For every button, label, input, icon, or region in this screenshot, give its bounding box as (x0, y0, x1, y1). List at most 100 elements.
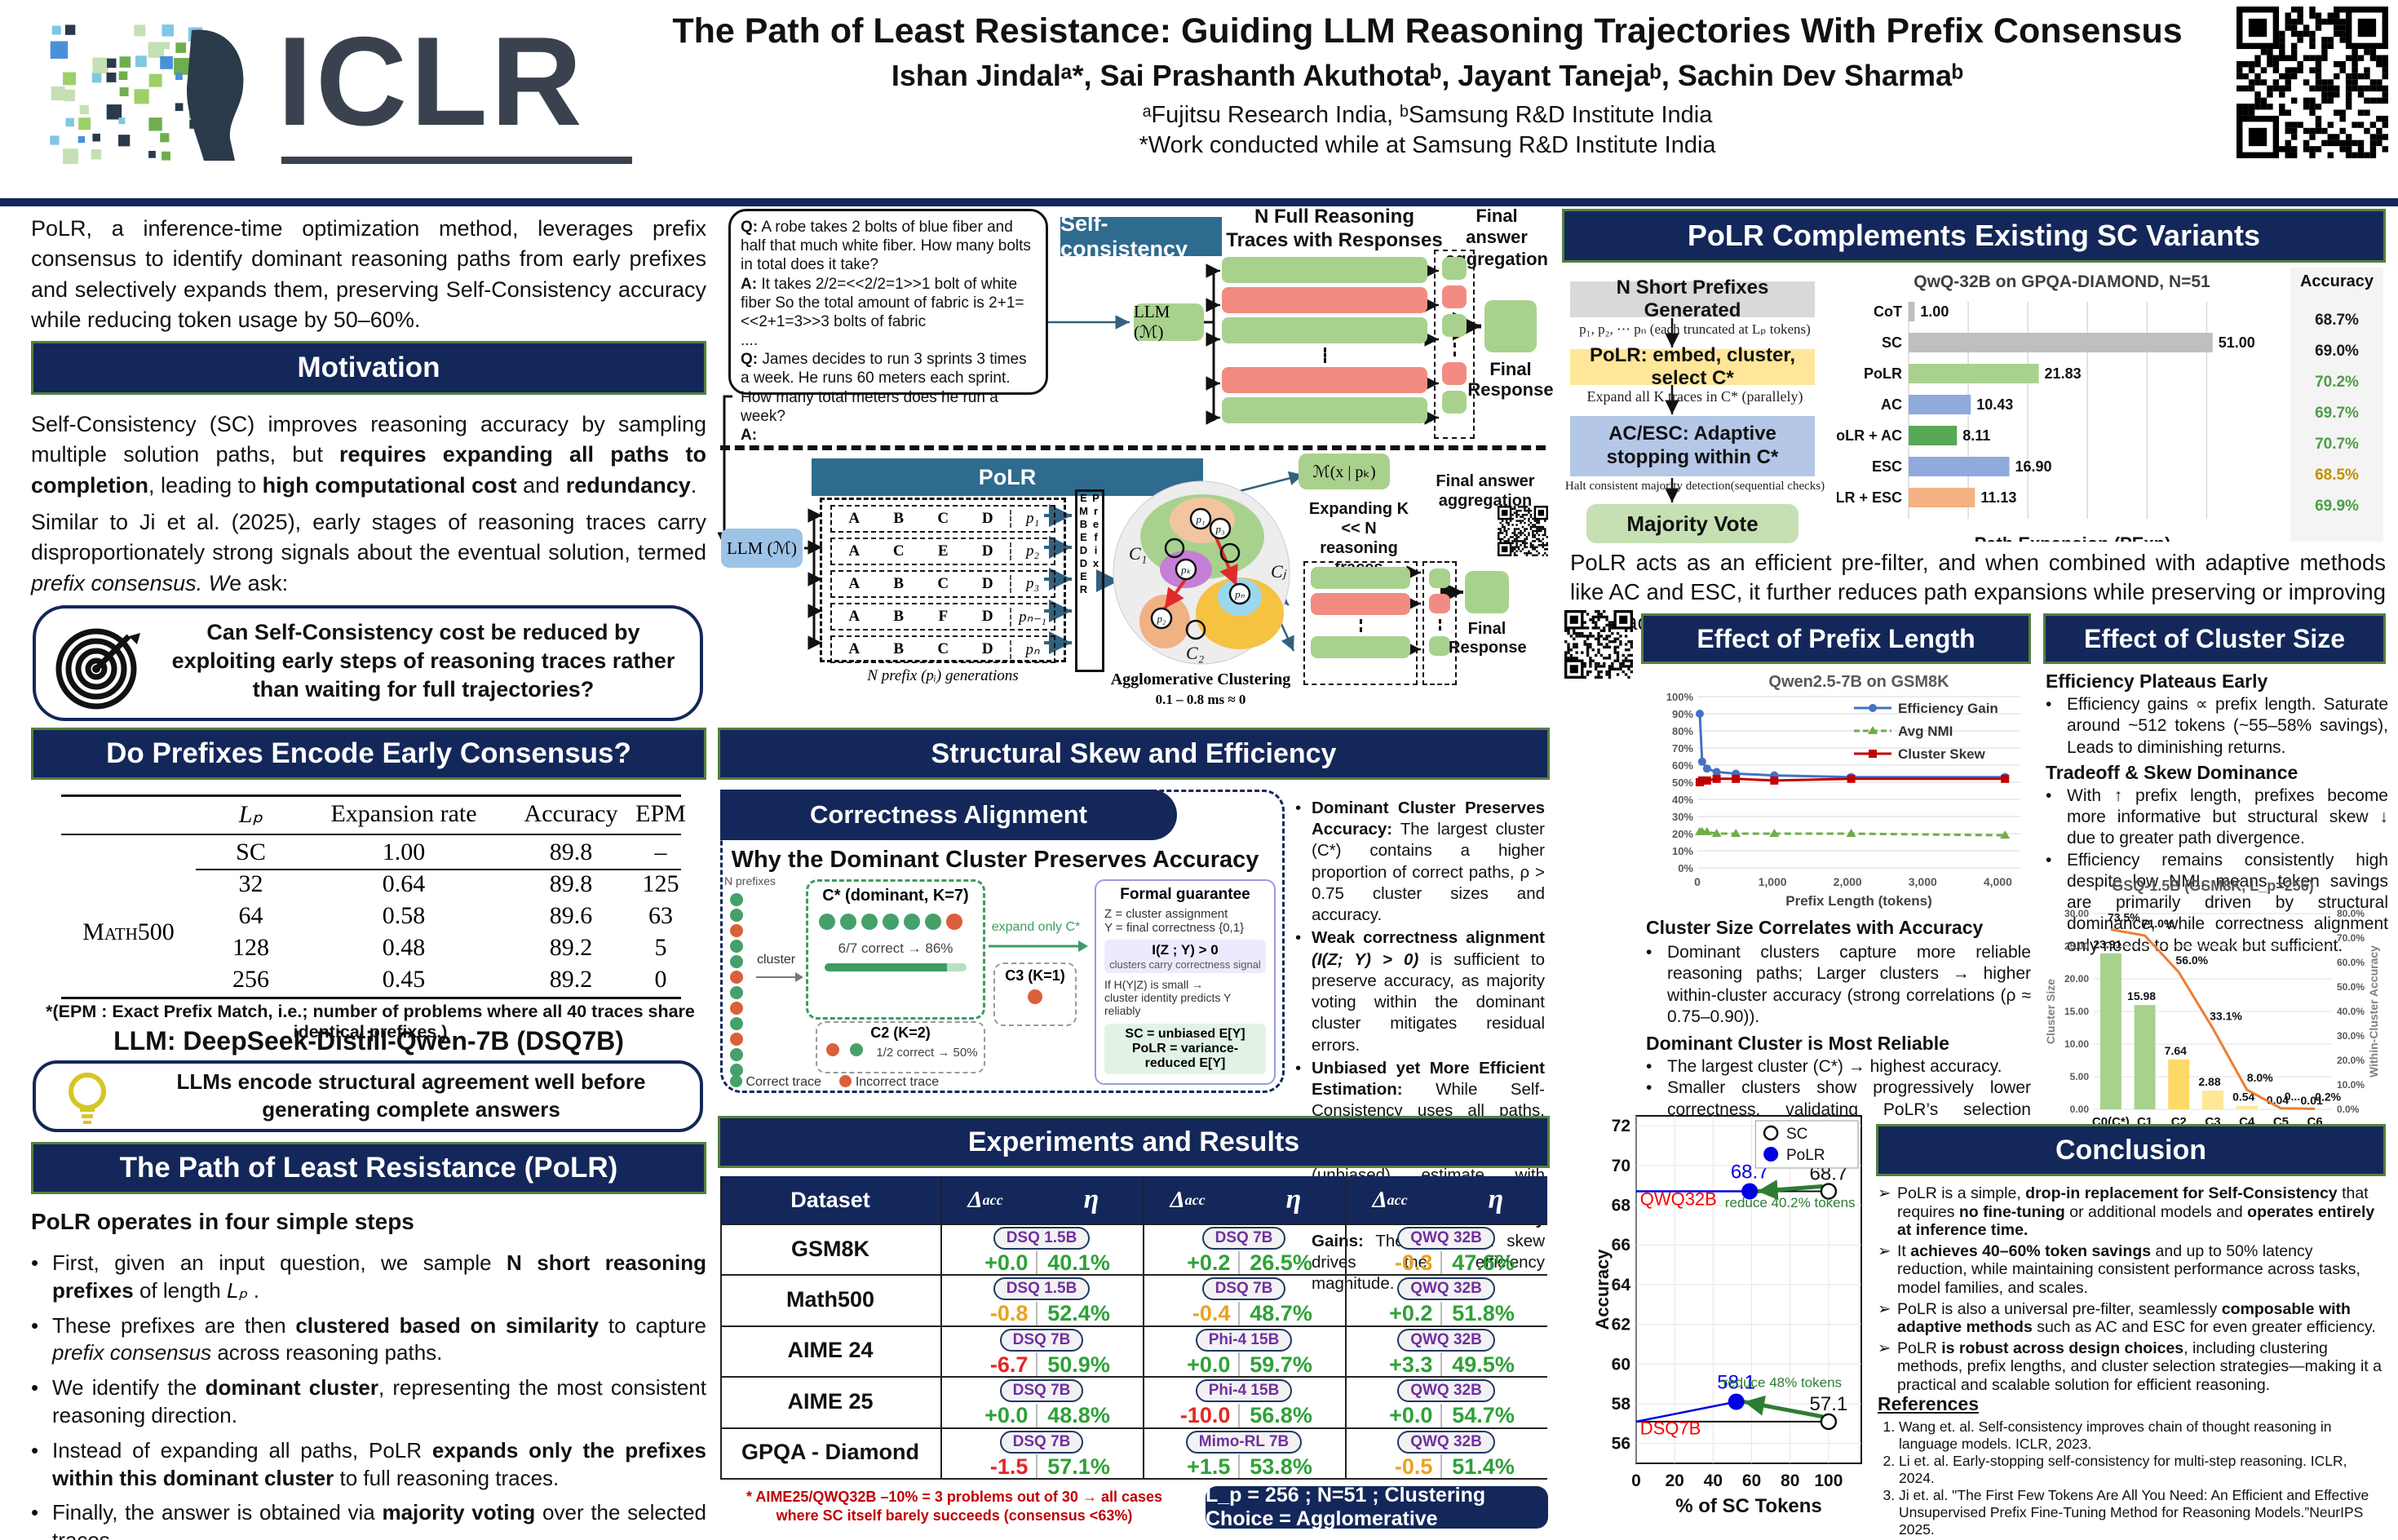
logo-pixel (63, 72, 76, 86)
target-dart (94, 634, 131, 671)
qr-cell (2357, 55, 2365, 61)
trace-gap (1453, 343, 1456, 356)
prefix-token: A (848, 608, 861, 625)
qr-cell (1515, 538, 1518, 541)
marker (1732, 774, 1741, 783)
qr-cell (2364, 152, 2370, 158)
qr-cell (1505, 532, 1508, 534)
qr-cell (1594, 662, 1598, 666)
qr-cell (1611, 631, 1614, 635)
logo-pixel (161, 42, 170, 50)
exp-cell: DSQ 1.5B -0.8 52.4% (940, 1274, 1143, 1326)
qr-cell (2260, 67, 2267, 73)
trace-gap (1438, 619, 1441, 631)
qr-cell (1597, 651, 1600, 654)
qr-cell (1575, 657, 1578, 660)
qr-cell (1521, 525, 1524, 529)
llm2-label: LLM (ℳ) (726, 538, 798, 558)
qr-cell (1608, 665, 1612, 668)
cluster-point-empty (1185, 619, 1206, 640)
consensus-table: Lₚ Expansion rate Accuracy EPM SC 1.00 89.8 – 32… (61, 794, 686, 1000)
qr-cell (2345, 139, 2352, 147)
trace-bar (1442, 390, 1467, 414)
qr-cell (1524, 513, 1526, 516)
qr-cell (1515, 546, 1518, 549)
qr-cell (1532, 540, 1534, 542)
qr-cell (1532, 536, 1534, 538)
qr-cell (1591, 659, 1595, 662)
qr-cell (1533, 536, 1537, 538)
formal-box2-line1: SC = unbiased E[Y] (1125, 1027, 1245, 1041)
effect-prefix-header: Effect of Prefix Length (1641, 613, 2031, 664)
qr-cell (2315, 73, 2322, 80)
qr-cell (1586, 645, 1590, 649)
qr-cell (1515, 520, 1518, 522)
qr-cell (2285, 122, 2291, 128)
cluster-caption2: 0.1 – 0.8 ms ≈ 0 (1155, 692, 1246, 707)
qr-cell (1501, 524, 1504, 526)
qr-cell (1573, 643, 1576, 646)
qr-cell (2248, 60, 2255, 68)
logo-pixel (51, 86, 65, 100)
qr-cell (2315, 146, 2322, 153)
qr-cell (2339, 139, 2346, 147)
qr-cell (1540, 528, 1542, 530)
qr-cell (1525, 542, 1529, 545)
iclr-logo-underline (281, 157, 632, 164)
exp-cell: Phi-4 15B +0.0 59.7% (1143, 1325, 1345, 1378)
cluster-arrow (756, 972, 803, 982)
consensus-cell: 64 (238, 901, 263, 929)
qr-cell (2267, 60, 2273, 68)
qr-cell (2382, 55, 2388, 61)
qr-cell (1583, 643, 1586, 646)
flow-box-prefixes: N Short Prefixes Generated (1570, 277, 1815, 321)
qr-cell (1597, 648, 1600, 652)
qr-cell (1613, 637, 1617, 640)
qr-cell (2376, 139, 2383, 147)
qr-cell (1603, 610, 1606, 613)
final2-box (1465, 571, 1509, 613)
target-icon (55, 628, 140, 710)
exp-cell: Mimo-RL 7B +1.5 53.8% (1143, 1427, 1345, 1480)
qr-finder (2248, 18, 2267, 38)
qr-cell (2242, 85, 2249, 92)
prefix-token: B (893, 575, 905, 592)
qr-cell (1501, 532, 1504, 534)
formal-line4: cluster identity predicts Y reliably (1104, 991, 1232, 1017)
qr-cell (2327, 122, 2334, 128)
consensus-cell: 5 (654, 933, 667, 961)
consensus-cell: 0.48 (382, 933, 426, 961)
qr-cell (1537, 521, 1541, 524)
table-rule (61, 997, 681, 999)
qr-cell (1605, 670, 1608, 674)
logo-pixel (64, 24, 76, 35)
logo-pixel (51, 25, 61, 35)
qr-cell (1569, 653, 1573, 657)
qr-cell (1586, 648, 1590, 652)
efficiency-plateaus-bullet: • Efficiency gains ∝ prefix length. Satur… (2046, 694, 2388, 759)
cluster-label-c2: C₂ (1186, 643, 1205, 663)
qr-cell (2309, 104, 2316, 110)
qr-cell (1613, 651, 1617, 654)
qr-cell (2382, 67, 2388, 73)
qr-finder (1569, 615, 1578, 624)
prefix-embedder-label: Prefix EMBEDDER (1077, 492, 1102, 596)
legend-correct-dot (730, 1075, 742, 1087)
qr-cell (1594, 667, 1598, 670)
polr-diagram-label: PoLR (812, 458, 1203, 496)
scatter-ytick: 60 (1612, 1355, 1630, 1374)
qr-cell (2339, 37, 2346, 43)
scatter-xtick: 20 (1665, 1471, 1683, 1490)
qr-cell (1627, 648, 1630, 652)
qr-cell (2260, 104, 2267, 110)
qr-cell (1532, 524, 1534, 526)
qr-cell (2369, 49, 2377, 55)
eta-value: 40.1% (1047, 1250, 1110, 1275)
incorrect-dot (730, 1002, 743, 1015)
qr-cell (1611, 667, 1614, 670)
qr-cell (1608, 639, 1612, 644)
qr-cell (2352, 139, 2358, 147)
qr-cell (2279, 91, 2285, 98)
qr-cell (2272, 55, 2280, 61)
